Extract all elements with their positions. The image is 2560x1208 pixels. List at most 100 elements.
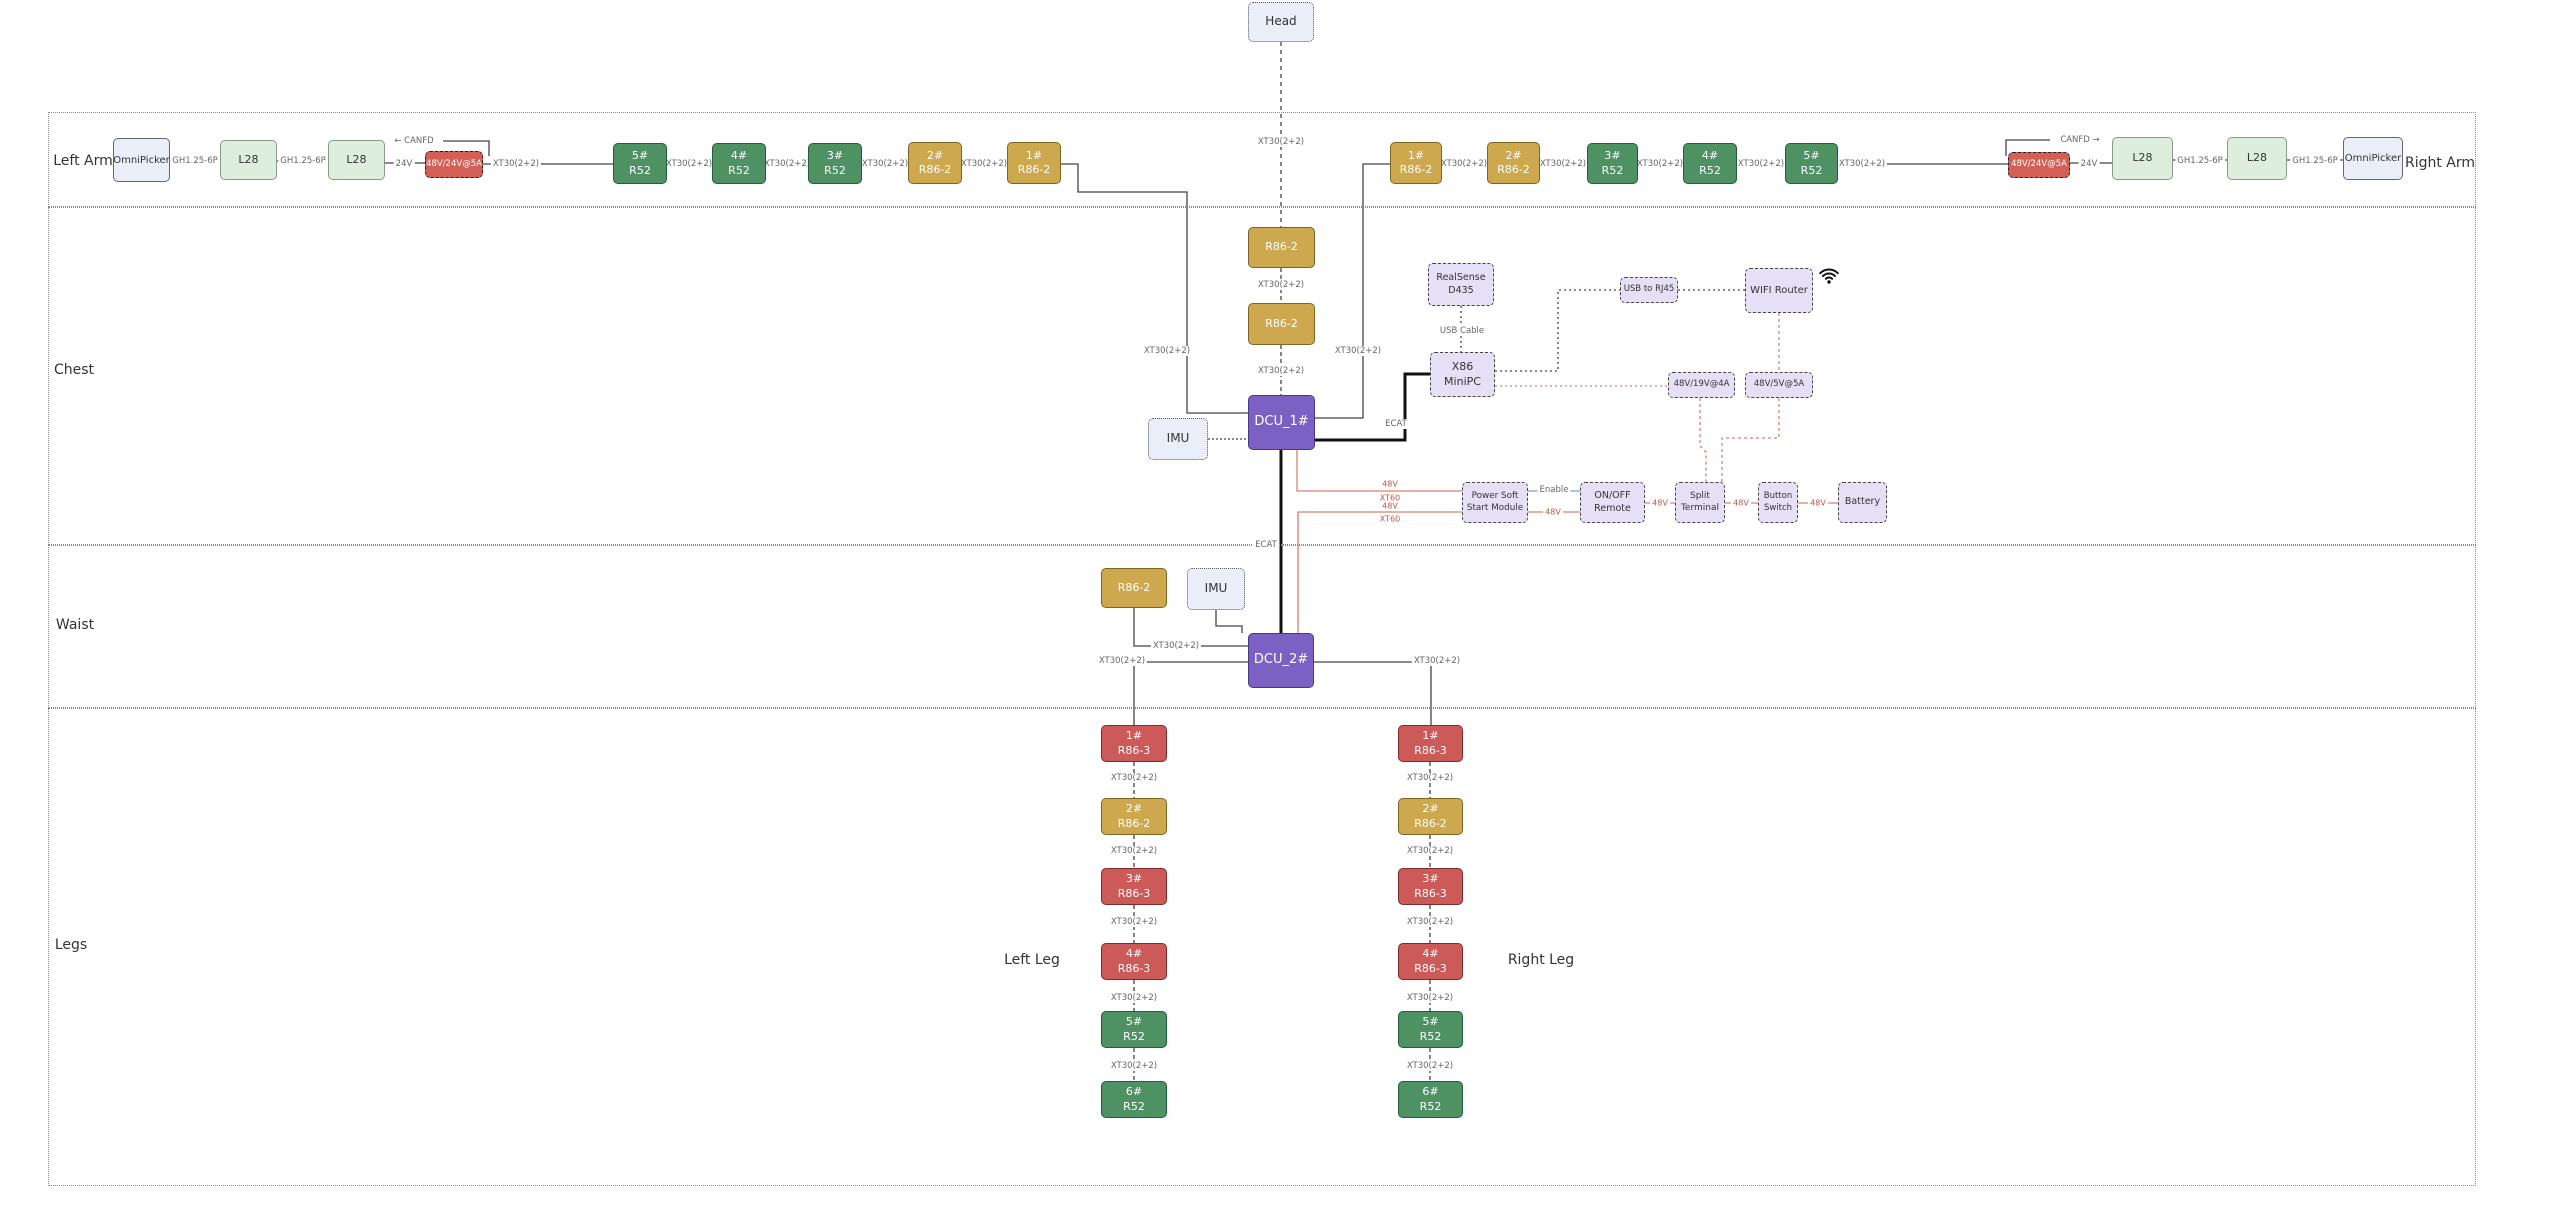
edge-label-30: USB Cable: [1437, 326, 1487, 336]
edge-label-37: XT30(2+2): [1108, 773, 1160, 783]
edge-label-16: XT30(2+2): [1438, 159, 1490, 169]
edge-label-10: ← CANFD: [392, 136, 436, 146]
node-leftleg-4: 4# R86-3: [1101, 943, 1167, 980]
edge-label-29: XT30(2+2): [1332, 346, 1384, 356]
section-label-4: Legs: [54, 937, 88, 953]
node-dcu1: DCU_1#: [1248, 395, 1315, 450]
node-conv-right: 48V/24V@5A: [2008, 152, 2070, 178]
section-label-3: Waist: [55, 617, 95, 633]
edge-label-32: ECAT: [1253, 540, 1279, 550]
section-label-6: Right Leg: [1507, 952, 1575, 968]
edge-label-50: XT60: [1377, 514, 1403, 524]
node-r52-right-3: 3# R52: [1587, 143, 1638, 184]
node-leftleg-2: 2# R86-2: [1101, 798, 1167, 835]
edge-label-22: 24V: [2078, 159, 2100, 169]
node-rightleg-4: 4# R86-3: [1398, 943, 1463, 980]
edge-label-53: 48V: [1731, 498, 1751, 508]
section-label-0: Left Arm: [53, 153, 113, 169]
edge-label-15: XT30(2+2): [958, 159, 1010, 169]
node-rightleg-3: 3# R86-3: [1398, 868, 1463, 905]
node-realsense: RealSense D435: [1428, 263, 1494, 306]
edge-label-31: ECAT: [1383, 419, 1409, 429]
edge-label-41: XT30(2+2): [1108, 1061, 1160, 1071]
section-label-2: Chest: [53, 362, 95, 378]
node-leftleg-3: 3# R86-3: [1101, 868, 1167, 905]
node-omnipicker-left: OmniPicker: [113, 138, 170, 182]
edge-label-38: XT30(2+2): [1108, 846, 1160, 856]
node-r52-left-5: 5# R52: [613, 143, 667, 184]
node-minipc: X86 MiniPC: [1430, 352, 1495, 397]
node-r52-left-3: 3# R52: [808, 143, 862, 184]
node-l28-right-2: L28: [2227, 137, 2287, 180]
edge-label-46: XT30(2+2): [1404, 1061, 1456, 1071]
node-split-terminal: Split Terminal: [1675, 482, 1725, 523]
node-conv-left: 48V/24V@5A: [425, 151, 483, 178]
node-l28-right-1: L28: [2112, 137, 2173, 180]
node-r86-chest-2: R86-2: [1248, 303, 1315, 345]
edge-label-27: XT30(2+2): [1255, 366, 1307, 376]
edge-label-11: XT30(2+2): [490, 159, 542, 169]
edge-label-47: 48V: [1380, 479, 1400, 489]
node-imu-chest: IMU: [1148, 418, 1208, 460]
edge-label-40: XT30(2+2): [1108, 993, 1160, 1003]
edge-label-9: 24V: [393, 159, 415, 169]
section-arms-band: [48, 112, 2476, 207]
node-r86-left-1: 1# R86-2: [1007, 142, 1061, 184]
edge-label-44: XT30(2+2): [1404, 917, 1456, 927]
edge-label-19: XT30(2+2): [1735, 159, 1787, 169]
node-onoff-remote: ON/OFF Remote: [1580, 482, 1645, 523]
node-omnipicker-right: OmniPicker: [2343, 137, 2403, 180]
node-leftleg-1: 1# R86-3: [1101, 725, 1167, 762]
edge-label-43: XT30(2+2): [1404, 846, 1456, 856]
edge-label-7: GH1.25-6P: [170, 156, 220, 166]
edge-label-52: 48V: [1650, 498, 1670, 508]
node-r52-left-4: 4# R52: [712, 143, 766, 184]
edge-label-42: XT30(2+2): [1404, 773, 1456, 783]
edge-label-51: 48V: [1543, 507, 1563, 517]
node-pssm: Power Soft Start Module: [1462, 482, 1528, 523]
section-label-1: Right Arm: [2404, 155, 2476, 171]
node-r52-right-4: 4# R52: [1683, 143, 1737, 184]
node-imu-waist: IMU: [1187, 568, 1245, 610]
node-r86-right-2: 2# R86-2: [1487, 142, 1540, 184]
node-battery: Battery: [1838, 482, 1887, 523]
edge-label-17: XT30(2+2): [1537, 159, 1589, 169]
edge-label-33: Enable: [1537, 485, 1571, 495]
edge-label-39: XT30(2+2): [1108, 917, 1160, 927]
edge-label-36: XT30(2+2): [1411, 656, 1463, 666]
edge-label-18: XT30(2+2): [1634, 159, 1686, 169]
edge-label-12: XT30(2+2): [663, 159, 715, 169]
node-button-switch: Button Switch: [1758, 482, 1798, 523]
node-usb-rj45: USB to RJ45: [1620, 277, 1678, 303]
edge-label-23: GH1.25-6P: [2175, 156, 2225, 166]
edge-label-48: XT60: [1377, 493, 1403, 503]
node-r86-waist: R86-2: [1101, 568, 1167, 608]
node-head: Head: [1248, 2, 1314, 42]
edge-label-45: XT30(2+2): [1404, 993, 1456, 1003]
edge-label-49: 48V: [1380, 501, 1400, 511]
node-r52-right-5: 5# R52: [1785, 143, 1838, 184]
edge-label-8: GH1.25-6P: [278, 156, 328, 166]
node-r86-left-2: 2# R86-2: [908, 142, 962, 184]
edge-label-21: CANFD →: [2058, 135, 2102, 145]
edge-label-25: XT30(2+2): [1255, 137, 1307, 147]
edge-label-20: XT30(2+2): [1836, 159, 1888, 169]
node-leftleg-6: 6# R52: [1101, 1081, 1167, 1118]
node-wifi-router: WIFI Router: [1745, 268, 1813, 313]
node-rightleg-5: 5# R52: [1398, 1011, 1463, 1048]
node-r86-chest-1: R86-2: [1248, 227, 1315, 268]
edge-label-28: XT30(2+2): [1141, 346, 1193, 356]
node-conv-19v: 48V/19V@4A: [1668, 372, 1735, 398]
edge-label-35: XT30(2+2): [1096, 656, 1148, 666]
edge-label-26: XT30(2+2): [1255, 280, 1307, 290]
edge-label-14: XT30(2+2): [859, 159, 911, 169]
node-l28-left-2: L28: [328, 140, 385, 180]
node-r86-right-1: 1# R86-2: [1390, 142, 1442, 184]
node-rightleg-2: 2# R86-2: [1398, 798, 1463, 835]
edge-label-13: XT30(2+2): [761, 159, 813, 169]
node-l28-left-1: L28: [220, 140, 277, 180]
section-legs: [48, 708, 2476, 1186]
node-conv-5v: 48V/5V@5A: [1745, 372, 1813, 398]
node-rightleg-6: 6# R52: [1398, 1081, 1463, 1118]
